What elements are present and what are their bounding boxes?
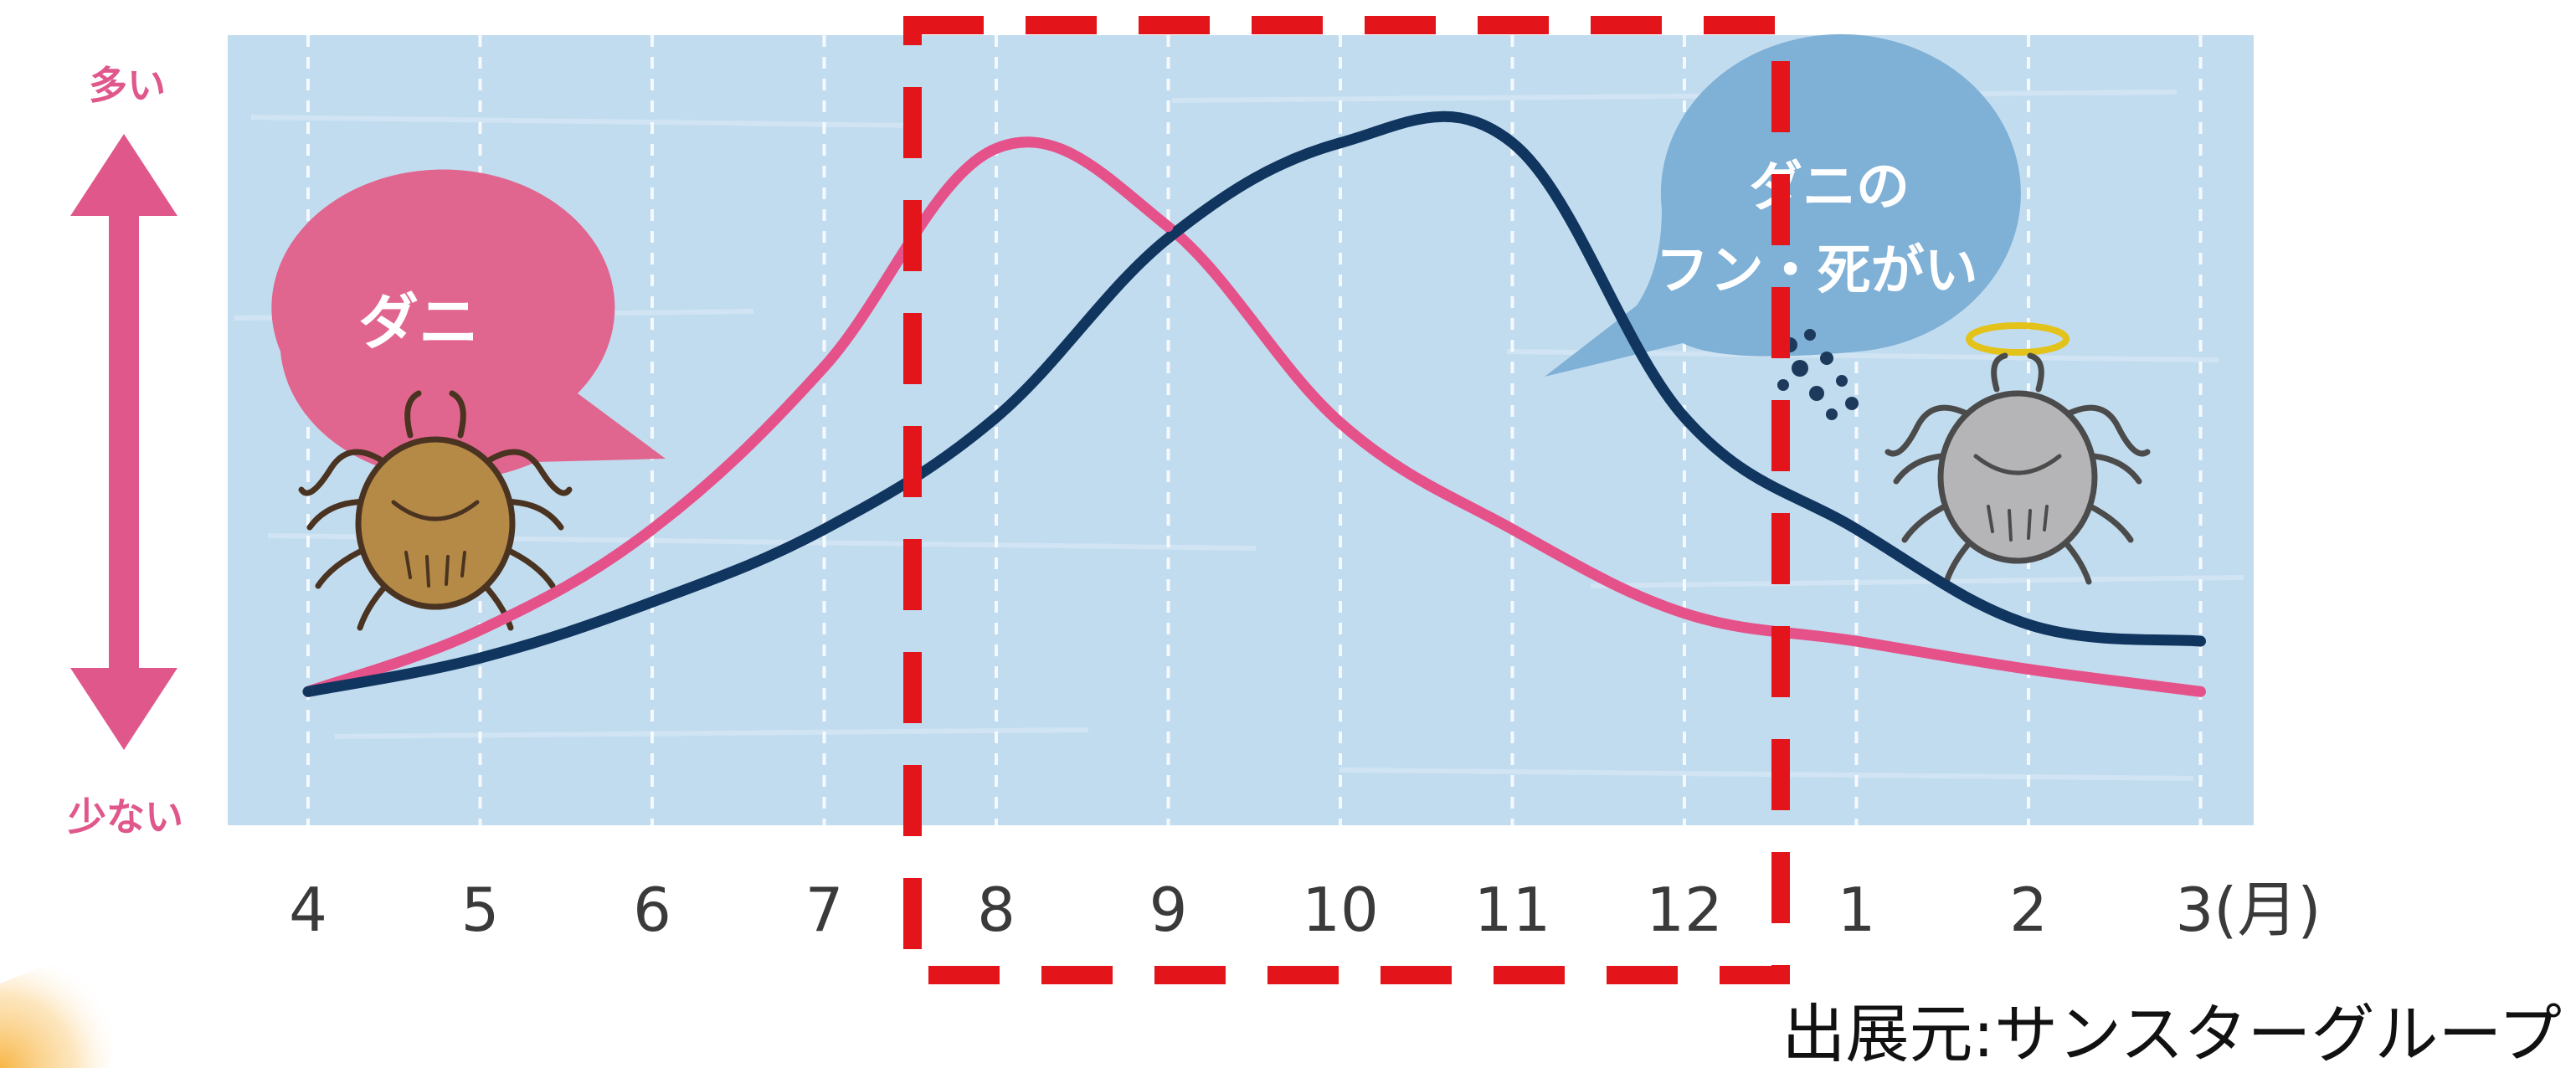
- x-tick-label: 6: [633, 875, 671, 945]
- data-point-droppings: [1335, 137, 1345, 148]
- data-point-droppings: [1507, 137, 1518, 148]
- droppings-icon: [1777, 329, 1859, 420]
- data-point-droppings: [1851, 524, 1862, 535]
- x-tick-label: 12: [1646, 875, 1723, 945]
- y-axis-bottom-label: 少ない: [68, 794, 183, 840]
- arrow-down-head: [70, 668, 177, 750]
- dead-mite-icon: [1884, 322, 2151, 585]
- data-point-mites: [991, 143, 1001, 154]
- data-point-mites: [1163, 222, 1174, 233]
- y-axis-arrow: [70, 134, 177, 750]
- mite-icon: [298, 390, 573, 631]
- data-point-mites: [475, 624, 486, 635]
- data-point-droppings: [1679, 412, 1689, 423]
- x-tick-label: 4: [289, 875, 327, 945]
- droppings-bubble-label-line2: フン・死がい: [1655, 240, 1977, 302]
- x-tick-label: 11: [1474, 875, 1551, 945]
- data-point-mites: [2023, 664, 2034, 675]
- mites-bubble-shape: [271, 169, 666, 480]
- data-point-droppings: [2195, 636, 2206, 647]
- data-point-droppings: [991, 412, 1001, 423]
- data-point-mites: [1335, 418, 1345, 429]
- x-tick-label: 2: [2009, 875, 2048, 945]
- series-points-droppings: [303, 137, 2206, 697]
- data-point-mites: [1507, 524, 1518, 535]
- x-tick-label: 8: [977, 875, 1015, 945]
- x-tick-label: 3(月): [2176, 875, 2321, 945]
- x-tick-label: 7: [805, 875, 844, 945]
- source-credit: 出展元:サンスターグループ: [1782, 997, 2562, 1068]
- data-point-droppings: [475, 653, 486, 664]
- y-axis-top-label: 多い: [89, 63, 166, 108]
- mites-bubble: ダニ: [271, 169, 666, 480]
- x-tick-label: 1: [1838, 875, 1876, 945]
- data-point-droppings: [819, 524, 830, 535]
- mites-bubble-label: ダニ: [358, 287, 479, 357]
- x-tick-label: 9: [1149, 875, 1188, 945]
- x-axis-tick-labels: 4 5 6 7 8 9 10 11 12 1 2 3(月): [289, 875, 2321, 945]
- data-point-droppings: [1163, 233, 1174, 244]
- data-point-mites: [2195, 686, 2206, 697]
- data-point-mites: [647, 524, 657, 535]
- x-tick-label: 10: [1302, 875, 1379, 945]
- data-point-mites: [1851, 636, 1862, 647]
- x-tick-label: 5: [461, 875, 500, 945]
- corner-decoration: [0, 946, 126, 1068]
- data-point-mites: [819, 362, 830, 372]
- arrow-shaft: [109, 209, 139, 678]
- halo-icon: [1966, 322, 2070, 356]
- data-point-droppings: [303, 686, 313, 697]
- data-point-droppings: [647, 597, 657, 608]
- arrow-up-head: [70, 134, 177, 216]
- data-point-mites: [1679, 608, 1689, 619]
- data-point-droppings: [2023, 619, 2034, 630]
